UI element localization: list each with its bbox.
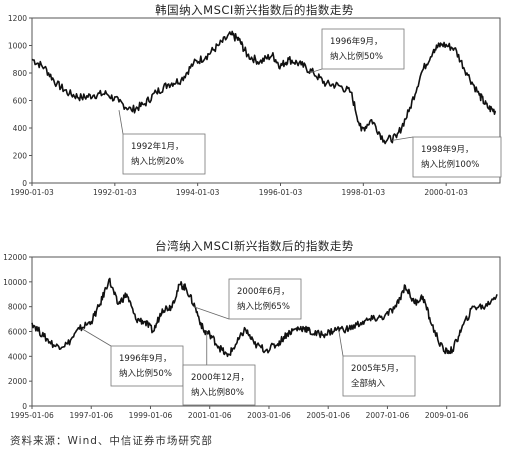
- annotation-text: 2000年6月，: [237, 286, 290, 297]
- x-tick-label: 2005-01-06: [306, 411, 350, 420]
- annotation-text: 纳入比例50%: [330, 51, 383, 62]
- y-tick-label: 800: [13, 69, 28, 78]
- x-tick-label: 1995-01-06: [10, 411, 54, 420]
- y-tick-label: 10000: [3, 278, 27, 287]
- x-tick-label: 2009-01-06: [425, 411, 469, 420]
- annotation-leader: [193, 306, 230, 320]
- annotation-text: 纳入比例80%: [191, 387, 244, 398]
- chart-title: 韩国纳入MSCI新兴指数后的指数走势: [155, 3, 354, 17]
- x-tick-label: 2000-01-03: [424, 188, 468, 197]
- annotation-leader: [309, 68, 323, 74]
- y-tick-label: 200: [13, 152, 28, 161]
- annotation-text: 全部纳入: [351, 378, 386, 389]
- annotation-box: [228, 278, 302, 320]
- annotation-text: 1998年9月，: [421, 144, 474, 155]
- annotation-text: 纳入比例65%: [237, 301, 290, 312]
- annotation-box: [342, 355, 416, 397]
- x-tick-label: 1990-01-03: [10, 188, 54, 197]
- annotation-leader: [392, 136, 414, 141]
- x-tick-label: 2003-01-06: [247, 411, 291, 420]
- x-tick-label: 1997-01-06: [69, 411, 113, 420]
- y-tick-label: 0: [22, 402, 27, 411]
- annotation-box: [412, 136, 502, 178]
- annotation-box: [110, 345, 184, 387]
- x-tick-label: 2007-01-06: [366, 411, 410, 420]
- x-tick-label: 1996-01-03: [259, 188, 303, 197]
- annotation-text: 1996年9月，: [119, 353, 172, 364]
- annotation-text: 1996年9月，: [330, 36, 383, 47]
- series-line: [31, 30, 497, 145]
- x-tick-label: 2001-01-06: [188, 411, 232, 420]
- source-note: 资料来源：Wind、中信证券市场研究部: [10, 435, 213, 447]
- y-tick-label: 2000: [8, 377, 27, 386]
- y-tick-label: 600: [13, 97, 28, 106]
- x-tick-label: 1999-01-06: [129, 411, 173, 420]
- y-tick-label: 0: [22, 179, 27, 188]
- annotation-box: [182, 364, 256, 406]
- chart-title: 台湾纳入MSCI新兴指数后的指数走势: [155, 239, 354, 253]
- annotation-leader: [82, 328, 112, 347]
- y-tick-label: 8000: [8, 303, 27, 312]
- annotation-text: 1992年1月，: [131, 141, 184, 152]
- x-tick-label: 1998-01-03: [342, 188, 386, 197]
- y-tick-label: 6000: [8, 328, 27, 337]
- annotation-text: 2000年12月，: [191, 372, 249, 383]
- x-tick-label: 1994-01-03: [176, 188, 220, 197]
- y-tick-label: 12000: [3, 253, 27, 262]
- annotation-text: 纳入比例100%: [421, 159, 479, 170]
- annotation-text: 2005年5月，: [351, 363, 404, 374]
- y-tick-label: 400: [13, 124, 28, 133]
- x-tick-label: 1992-01-03: [93, 188, 137, 197]
- y-tick-label: 1000: [8, 42, 27, 51]
- series-line: [31, 277, 498, 358]
- annotation-leader: [338, 328, 344, 357]
- y-tick-label: 4000: [8, 352, 27, 361]
- annotation-box: [321, 28, 405, 70]
- y-tick-label: 1200: [8, 14, 27, 23]
- annotation-text: 纳入比例20%: [131, 156, 184, 167]
- annotation-box: [122, 133, 206, 175]
- annotation-leader: [118, 110, 124, 135]
- annotation-text: 纳入比例50%: [119, 368, 172, 379]
